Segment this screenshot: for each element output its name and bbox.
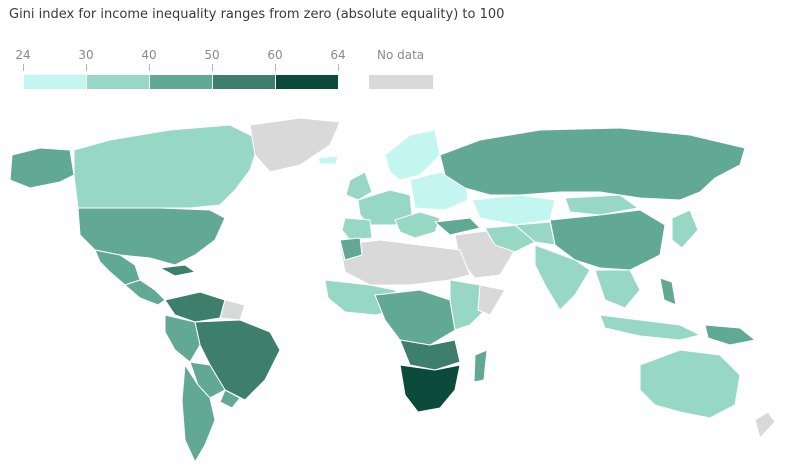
peru-ecuador-shape[interactable] xyxy=(164,314,201,363)
italy-balkans-shape[interactable] xyxy=(394,211,441,239)
japan-korea-shape[interactable] xyxy=(671,209,699,249)
legend-tick xyxy=(338,64,339,71)
legend-tick xyxy=(23,64,24,71)
usa-shape[interactable] xyxy=(77,207,226,266)
bolivia-paraguay-shape[interactable] xyxy=(189,361,226,399)
map-subtitle: Gini index for income inequality ranges … xyxy=(9,7,505,22)
oceania-region xyxy=(639,349,776,439)
chile-argentina-shape[interactable] xyxy=(181,363,216,464)
asia-region xyxy=(433,127,757,346)
turkey-shape[interactable] xyxy=(433,217,481,236)
central-africa-shape[interactable] xyxy=(374,289,456,346)
kazakhstan-shape[interactable] xyxy=(471,194,556,226)
scandinavia-shape[interactable] xyxy=(384,129,441,181)
no-data-swatch xyxy=(369,75,433,89)
canada-shape[interactable] xyxy=(73,124,261,209)
legend-tick xyxy=(149,64,150,71)
central-america-shape[interactable] xyxy=(124,279,166,306)
russia-shape[interactable] xyxy=(439,127,746,201)
southern-central-africa-shape[interactable] xyxy=(399,339,461,371)
legend-tick-label: 64 xyxy=(330,48,346,62)
southeast-asia-shape[interactable] xyxy=(594,269,641,309)
southern-africa-shape[interactable] xyxy=(399,364,461,413)
philippines-shape[interactable] xyxy=(659,277,677,306)
greenland-shape[interactable] xyxy=(249,117,341,173)
indonesia-shape[interactable] xyxy=(599,314,702,341)
legend-swatch xyxy=(213,75,275,89)
legend-swatch xyxy=(150,75,212,89)
mongolia-shape[interactable] xyxy=(564,194,640,216)
horn-of-africa-shape[interactable] xyxy=(477,284,506,316)
papua-shape[interactable] xyxy=(704,324,757,346)
new-zealand-shape[interactable] xyxy=(754,411,776,439)
morocco-shape[interactable] xyxy=(339,237,363,261)
iberia-shape[interactable] xyxy=(341,217,373,241)
europe-region xyxy=(317,129,469,241)
madagascar-shape[interactable] xyxy=(473,349,488,383)
legend-tick-label: 50 xyxy=(204,48,220,62)
color-legend: 24 30 40 50 60 64 No data xyxy=(0,0,798,100)
south-america-region xyxy=(164,291,281,464)
legend-tick xyxy=(212,64,213,71)
no-data-label: No data xyxy=(377,48,425,62)
legend-tick-label: 30 xyxy=(78,48,94,62)
legend-tick-label: 40 xyxy=(141,48,157,62)
legend-swatch xyxy=(24,75,86,89)
legend-tick xyxy=(275,64,276,71)
north-america-region xyxy=(9,117,341,306)
guianas-shape[interactable] xyxy=(219,299,246,321)
alaska-shape[interactable] xyxy=(9,147,75,189)
north-africa-shape[interactable] xyxy=(339,239,471,286)
china-shape[interactable] xyxy=(549,209,666,271)
australia-shape[interactable] xyxy=(639,349,741,419)
africa-region xyxy=(324,237,506,413)
central-asia-south-shape[interactable] xyxy=(513,221,556,246)
legend-tick-label: 60 xyxy=(267,48,283,62)
legend-swatch xyxy=(276,75,338,89)
caribbean-shape[interactable] xyxy=(158,264,197,277)
legend-swatch xyxy=(87,75,149,89)
world-map xyxy=(9,117,776,464)
iceland-shape[interactable] xyxy=(317,155,339,165)
brazil-shape[interactable] xyxy=(194,319,281,401)
legend-tick-label: 24 xyxy=(15,48,31,62)
eastern-europe-shape[interactable] xyxy=(409,171,469,211)
uruguay-shape[interactable] xyxy=(219,389,241,409)
uk-ireland-shape[interactable] xyxy=(345,171,373,201)
legend-tick xyxy=(86,64,87,71)
india-shape[interactable] xyxy=(534,244,591,311)
